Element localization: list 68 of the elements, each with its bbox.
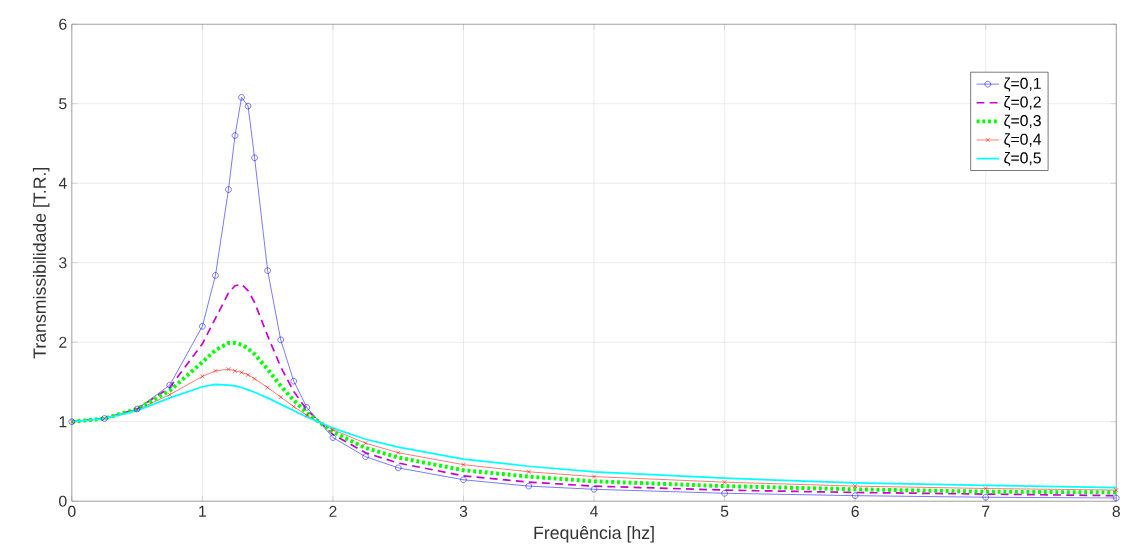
point [304, 413, 310, 418]
legend-label: ζ=0,4 [1004, 133, 1042, 148]
y-tick-label: 4 [58, 177, 67, 189]
point [265, 385, 270, 390]
point [363, 441, 368, 446]
point [278, 394, 283, 400]
x-tick-label: 7 [982, 506, 990, 517]
point [590, 486, 598, 493]
point [167, 392, 173, 398]
point [722, 480, 727, 485]
x-tick-label: 2 [329, 506, 337, 517]
y-tick-label: 0 [59, 495, 67, 507]
point [251, 154, 258, 162]
x-tick-label: 3 [459, 506, 468, 518]
point [460, 476, 467, 484]
x-tick-label: 8 [1112, 506, 1120, 518]
point [212, 272, 219, 279]
point [1113, 495, 1120, 502]
point [264, 267, 271, 274]
point [226, 367, 231, 372]
point [277, 336, 284, 344]
point [231, 132, 239, 139]
y-tick-label: 2 [59, 336, 67, 348]
point [982, 494, 989, 501]
point [291, 404, 297, 410]
point [525, 483, 532, 490]
point [721, 490, 728, 497]
point [213, 368, 218, 374]
point [290, 378, 297, 385]
y-axis-title: Transmissibilidade [T.R.] [32, 168, 50, 359]
point [1113, 487, 1119, 493]
point [303, 404, 310, 411]
point [225, 186, 232, 193]
legend-label: ζ=0,1 [1004, 77, 1041, 92]
point [330, 427, 336, 433]
point [329, 434, 337, 441]
point [244, 103, 252, 110]
point [852, 492, 859, 499]
y-tick-label: 6 [59, 18, 67, 30]
point [591, 474, 597, 480]
point [395, 464, 402, 472]
point [200, 374, 205, 379]
legend-label: ζ=0,2 [1004, 96, 1041, 111]
line-series [71, 341, 1117, 495]
x-tick-label: 6 [851, 506, 859, 518]
point [461, 462, 466, 468]
point [526, 469, 532, 475]
point [239, 370, 244, 375]
point [232, 368, 238, 374]
point [252, 376, 257, 382]
y-tick-label: 3 [59, 257, 67, 269]
x-tick-label: 5 [720, 506, 729, 517]
point [983, 486, 989, 491]
point [852, 483, 858, 489]
point [238, 94, 245, 101]
y-tick-label: 5 [59, 98, 67, 110]
point [166, 382, 173, 389]
legend-label: ζ=0,5 [1004, 152, 1041, 167]
x-tick-label: 4 [590, 506, 598, 517]
x-tick-label: 0 [68, 506, 76, 518]
x-tick-label: 1 [199, 506, 206, 517]
point [199, 323, 206, 330]
x-axis-title: Frequência [hz] [534, 526, 654, 543]
point [245, 372, 251, 378]
legend-label: ζ=0,3 [1004, 114, 1041, 129]
point [395, 450, 401, 456]
point [362, 453, 369, 460]
y-tick-label: 1 [59, 416, 67, 428]
